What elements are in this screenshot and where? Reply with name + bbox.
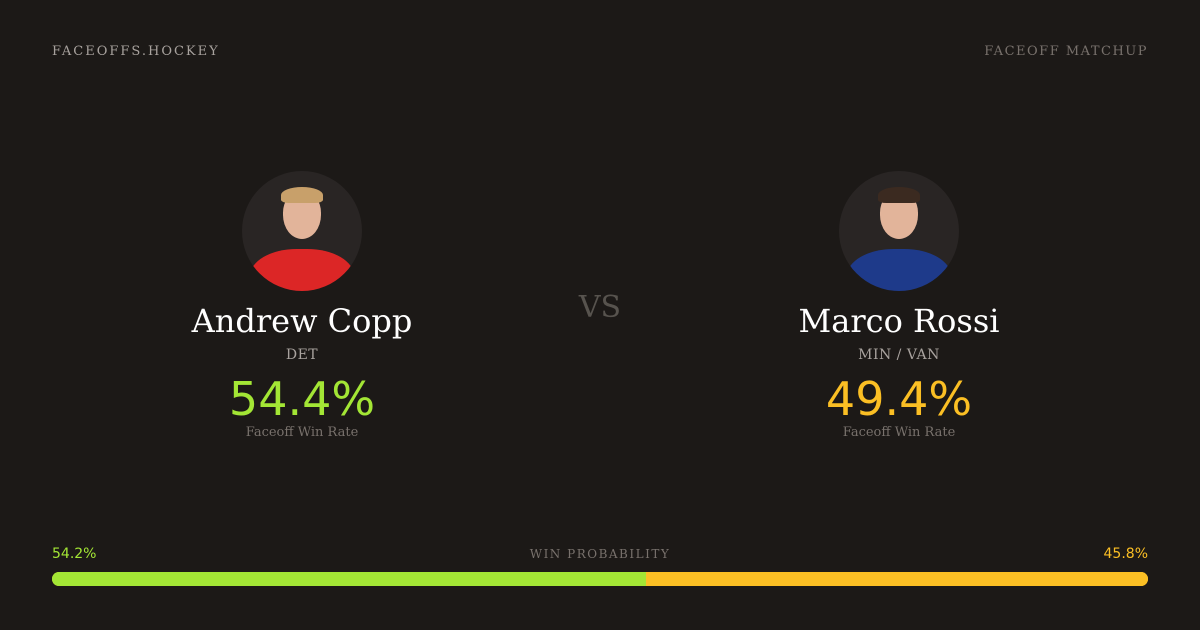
win-rate: 54.4% <box>228 372 376 426</box>
win-rate-label: Faceoff Win Rate <box>842 425 956 440</box>
right-probability-fill <box>646 572 1148 586</box>
left-probability-fill <box>52 572 647 586</box>
player-card-left: Andrew Copp DET 54.4% Faceoff Win Rate <box>102 171 502 440</box>
right-probability: 45.8% <box>1103 546 1148 562</box>
win-rate-label: Faceoff Win Rate <box>245 425 359 440</box>
brand-logo: FACEOFFS.HOCKEY <box>52 44 220 59</box>
win-probability-bar <box>52 572 1148 586</box>
player-name: Andrew Copp <box>191 302 413 340</box>
player-team: MIN / VAN <box>858 347 940 363</box>
player-name: Marco Rossi <box>798 302 1000 340</box>
page-tag: FACEOFF MATCHUP <box>984 44 1148 59</box>
player-avatar <box>242 171 362 291</box>
player-team: DET <box>285 347 319 363</box>
left-probability: 54.2% <box>52 546 97 562</box>
player-avatar <box>839 171 959 291</box>
player-card-right: Marco Rossi MIN / VAN 49.4% Faceoff Win … <box>699 171 1099 440</box>
win-probability-label: WIN PROBABILITY <box>529 547 671 561</box>
win-rate: 49.4% <box>825 372 973 426</box>
vs-label: VS <box>578 290 622 325</box>
